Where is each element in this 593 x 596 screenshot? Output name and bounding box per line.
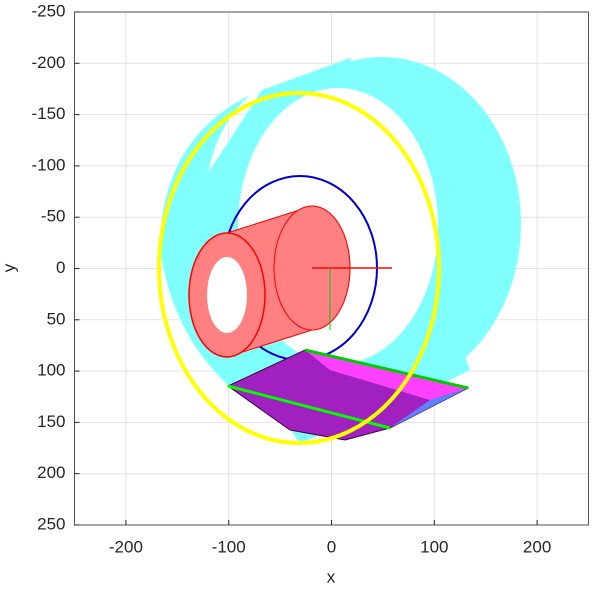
y-tick-label: -250	[31, 1, 65, 20]
y-tick-label: 0	[56, 258, 65, 277]
scene	[157, 57, 521, 445]
x-axis-label: x	[327, 567, 336, 586]
y-tick-label: 150	[37, 412, 65, 431]
plate-edge	[390, 388, 468, 428]
y-tick-label: -50	[41, 207, 66, 226]
y-tick-label: -150	[31, 104, 65, 123]
y-tick-label: -100	[31, 155, 65, 174]
plate-rail	[227, 384, 391, 430]
y-axis-label: y	[0, 263, 18, 272]
y-tick-label: 100	[37, 361, 65, 380]
plate-top	[305, 350, 468, 400]
x-tick-label: -200	[109, 537, 143, 556]
yellow-ring	[157, 91, 441, 445]
cylinder-hole	[207, 257, 247, 333]
y-tick-label: 250	[37, 514, 65, 533]
band-crescent	[160, 95, 300, 430]
y-tick-label: -200	[31, 53, 65, 72]
y-tick-label: 200	[37, 463, 65, 482]
x-tick-label: 100	[420, 537, 448, 556]
x-tick-label: 0	[327, 537, 336, 556]
plate-rail	[304, 348, 469, 390]
x-tick-label: -100	[212, 537, 246, 556]
x-tick-label: 200	[523, 537, 551, 556]
y-tick-label: 50	[47, 309, 66, 328]
